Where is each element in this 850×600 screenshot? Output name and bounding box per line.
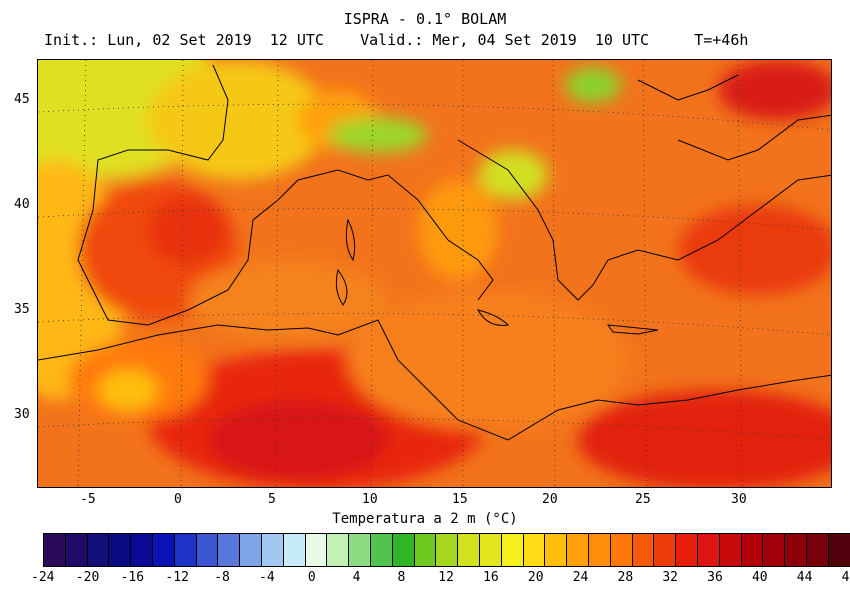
- colorbar-swatch: [87, 534, 110, 566]
- colorbar-swatch: [545, 534, 568, 566]
- colorbar-label: 8: [397, 570, 406, 585]
- colorbar-swatch: [588, 534, 611, 566]
- colorbar-swatch: [806, 534, 829, 566]
- colorbar-swatch: [305, 534, 328, 566]
- colorbar-label: 0: [307, 570, 316, 585]
- colorbar-label: 28: [617, 570, 634, 585]
- colorbar-label: 40: [751, 570, 768, 585]
- colorbar-swatch: [785, 534, 807, 566]
- map-canvas: [38, 60, 831, 487]
- x-tick-label: 5: [268, 492, 276, 507]
- colorbar-swatch: [828, 534, 850, 566]
- colorbar-swatch: [567, 534, 589, 566]
- colorbar-swatch: [697, 534, 720, 566]
- colorbar-swatch: [501, 534, 524, 566]
- map-title: ISPRA - 0.1° BOLAM: [343, 10, 507, 28]
- colorbar-title: Temperatura a 2 m (°C): [332, 511, 518, 527]
- colorbar-label: -12: [165, 570, 189, 585]
- x-tick-label: 25: [635, 492, 651, 507]
- colorbar-swatch: [719, 534, 742, 566]
- x-tick-label: 10: [362, 492, 378, 507]
- colorbar-swatch: [763, 534, 786, 566]
- colorbar-swatch: [479, 534, 502, 566]
- colorbar-swatch: [632, 534, 655, 566]
- colorbar-swatch: [370, 534, 393, 566]
- colorbar-swatch: [436, 534, 459, 566]
- colorbar-swatch: [174, 534, 197, 566]
- x-tick-label: 30: [731, 492, 747, 507]
- colorbar-swatch: [523, 534, 546, 566]
- colorbar-label: 36: [707, 570, 723, 585]
- colorbar-label: 48: [841, 570, 850, 585]
- y-tick-label: 35: [14, 302, 30, 317]
- colorbar-swatch: [109, 534, 132, 566]
- colorbar-swatch: [654, 534, 677, 566]
- colorbar-swatch: [458, 534, 480, 566]
- colorbar-label: -16: [120, 570, 145, 585]
- colorbar-swatch: [676, 534, 698, 566]
- colorbar-swatch: [152, 534, 175, 566]
- colorbar-swatch: [44, 534, 66, 566]
- temperature-map: [37, 59, 832, 488]
- colorbar-swatch: [131, 534, 153, 566]
- colorbar-label: -4: [259, 570, 275, 585]
- colorbar-label: -24: [31, 570, 55, 585]
- colorbar-swatch: [261, 534, 284, 566]
- colorbar-label: 32: [662, 570, 678, 585]
- colorbar-label: 16: [483, 570, 499, 585]
- colorbar-label: 20: [527, 570, 544, 585]
- colorbar-swatch: [65, 534, 88, 566]
- y-tick-label: 45: [14, 92, 30, 107]
- colorbar-swatch: [218, 534, 241, 566]
- colorbar-label: 4: [352, 570, 361, 585]
- colorbar-label: 44: [796, 570, 813, 585]
- map-subtitle: Init.: Lun, 02 Set 2019 12 UTC Valid.: M…: [44, 31, 749, 49]
- y-tick-label: 40: [14, 197, 30, 212]
- colorbar-swatch: [349, 534, 371, 566]
- colorbar-label: -20: [75, 570, 100, 585]
- colorbar-label: 24: [572, 570, 589, 585]
- colorbar-swatch: [327, 534, 350, 566]
- colorbar-swatch: [240, 534, 262, 566]
- colorbar-swatch: [414, 534, 437, 566]
- colorbar-swatch: [741, 534, 764, 566]
- x-tick-label: 0: [174, 492, 182, 507]
- colorbar-swatch: [196, 534, 219, 566]
- x-tick-label: -5: [80, 492, 96, 507]
- coastlines: [38, 64, 831, 441]
- colorbar-swatch: [392, 534, 415, 566]
- colorbar-swatch: [610, 534, 633, 566]
- colorbar-swatch: [283, 534, 306, 566]
- colorbar: [43, 533, 850, 567]
- x-tick-label: 20: [542, 492, 558, 507]
- colorbar-label: -8: [214, 570, 230, 585]
- x-tick-label: 15: [452, 492, 468, 507]
- y-tick-label: 30: [14, 407, 30, 422]
- colorbar-label: 12: [438, 570, 454, 585]
